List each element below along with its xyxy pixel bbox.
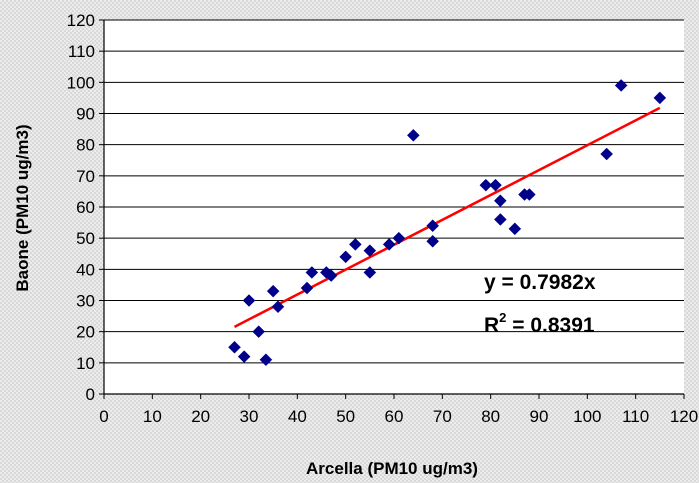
x-tick-label: 110 <box>622 407 649 426</box>
y-tick-label: 100 <box>67 73 95 92</box>
y-tick-label: 70 <box>76 167 95 186</box>
trendline-equation: y = 0.7982x <box>484 271 596 294</box>
data-point <box>614 79 628 92</box>
data-point <box>324 269 338 282</box>
data-point <box>363 244 377 257</box>
data-point <box>305 266 319 279</box>
data-point <box>522 188 536 201</box>
data-point <box>252 325 266 339</box>
y-tick-label: 20 <box>76 323 95 342</box>
x-tick-label: 60 <box>385 407 404 426</box>
data-point <box>348 238 362 251</box>
r-squared: R2 = 0.8391 <box>484 310 595 337</box>
y-tick-label: 50 <box>76 229 95 248</box>
data-point <box>382 238 396 251</box>
y-tick-label: 30 <box>76 292 95 311</box>
data-point <box>600 147 614 161</box>
x-tick-label: 30 <box>240 407 259 426</box>
x-tick-label: 40 <box>288 407 307 426</box>
y-tick-label: 60 <box>76 198 95 217</box>
x-tick-label: 0 <box>99 407 108 426</box>
data-point <box>479 178 493 192</box>
data-point <box>489 178 502 192</box>
data-point <box>242 294 256 307</box>
data-point <box>406 128 420 142</box>
y-tick-label: 120 <box>67 11 95 30</box>
data-point <box>259 353 273 367</box>
data-point <box>266 284 280 298</box>
data-point <box>508 222 522 236</box>
data-point <box>300 281 314 295</box>
x-tick-label: 90 <box>530 407 549 426</box>
data-point <box>493 194 507 208</box>
y-tick-label: 90 <box>76 105 95 124</box>
x-tick-label: 80 <box>481 407 500 426</box>
data-point <box>271 300 285 314</box>
data-point <box>228 340 241 354</box>
y-tick-label: 40 <box>76 260 95 279</box>
x-tick-label: 70 <box>433 407 452 426</box>
data-point <box>237 350 251 363</box>
y-tick-label: 10 <box>76 354 95 373</box>
y-tick-label: 110 <box>68 42 95 61</box>
x-tick-label: 10 <box>143 407 162 426</box>
x-tick-label: 50 <box>336 407 355 426</box>
data-points <box>228 79 667 367</box>
x-axis-title: Arcella (PM10 ug/m3) <box>306 459 478 478</box>
data-point <box>363 266 377 279</box>
x-tick-labels: 0 10 20 30 40 50 60 70 80 90 100 110 120 <box>99 394 698 426</box>
data-point <box>339 250 353 264</box>
data-point <box>653 91 667 105</box>
gridlines <box>104 19 684 364</box>
data-point <box>493 213 507 226</box>
data-point <box>426 234 440 248</box>
y-tick-label: 80 <box>76 136 95 155</box>
x-tick-label: 20 <box>191 407 210 426</box>
data-point <box>426 219 440 233</box>
y-tick-label: 0 <box>86 385 95 404</box>
data-point <box>392 231 406 245</box>
x-tick-label: 100 <box>573 407 601 426</box>
y-tick-labels: 0 10 20 30 40 50 60 70 80 90 100 110 120 <box>67 11 104 404</box>
x-tick-label: 120 <box>670 407 698 426</box>
y-axis-title: Baone (PM10 ug/m3) <box>13 124 32 291</box>
